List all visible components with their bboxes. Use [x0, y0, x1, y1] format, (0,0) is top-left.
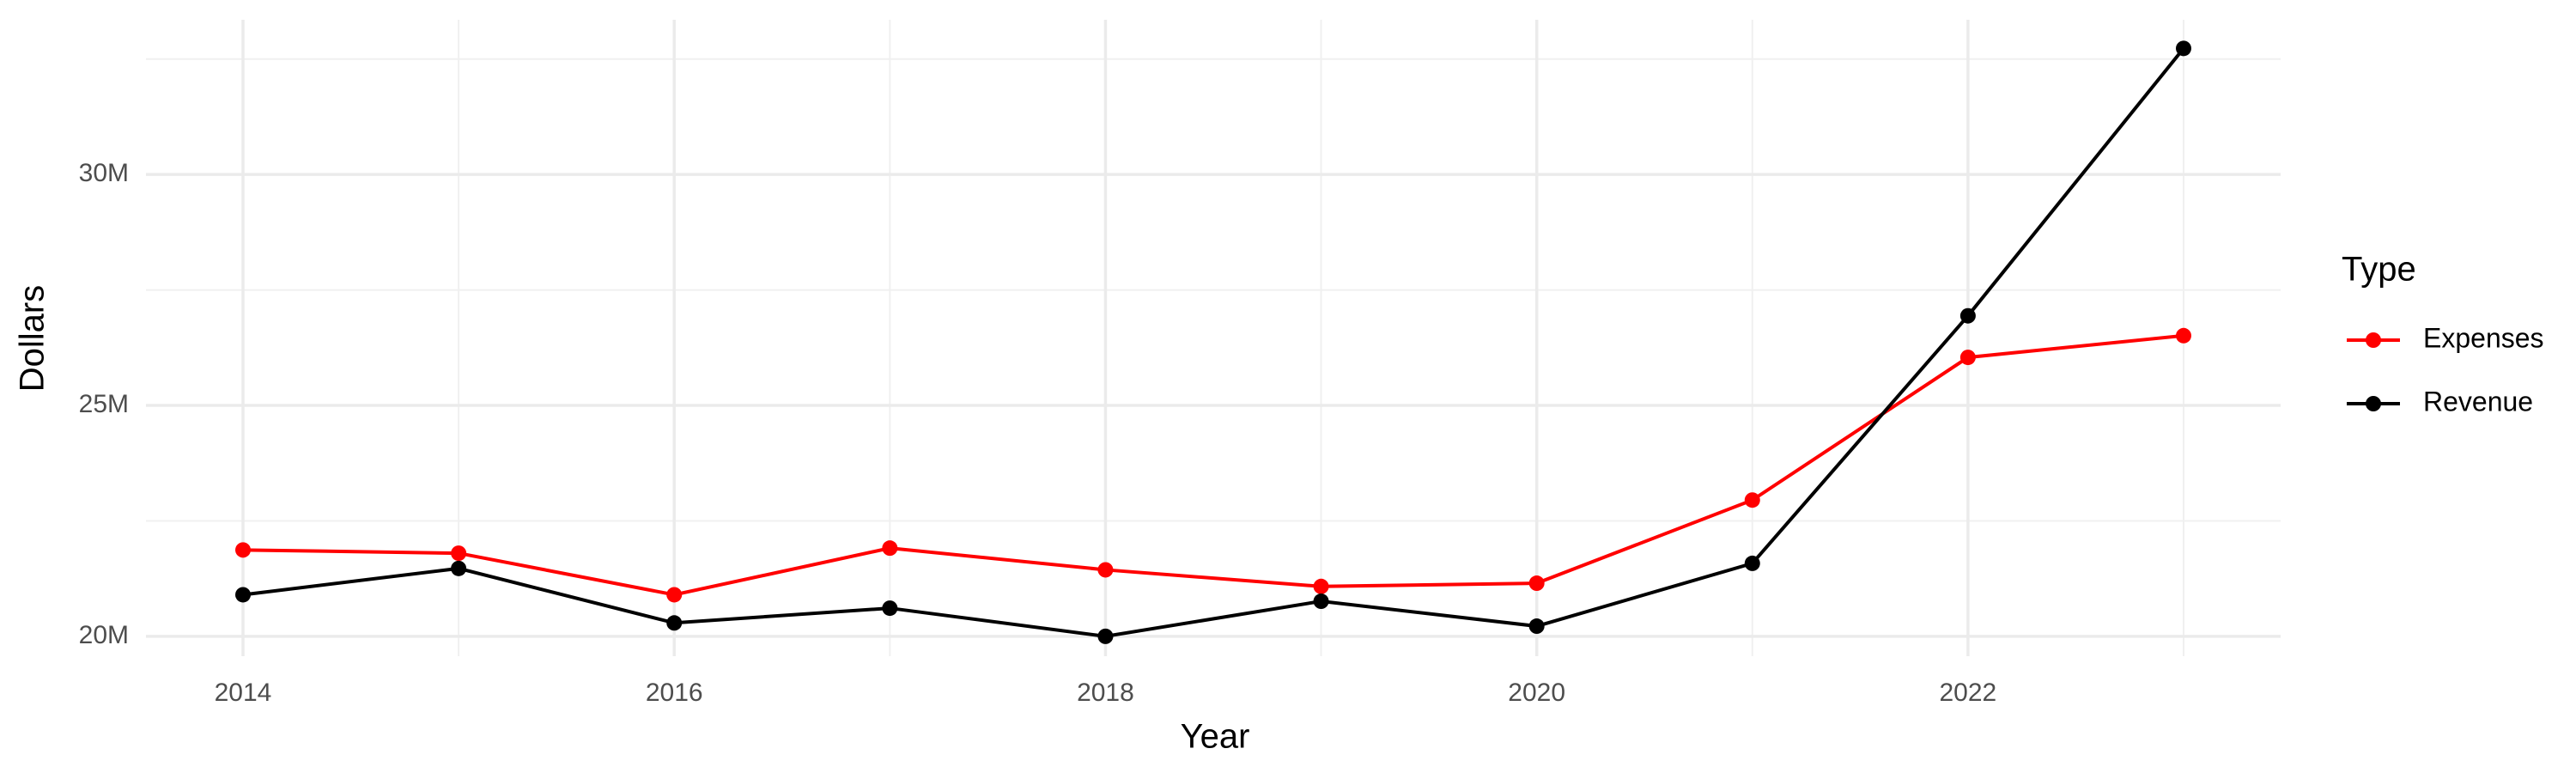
legend-marker: [2366, 332, 2381, 348]
data-point: [1528, 618, 1545, 635]
data-point: [1097, 628, 1114, 644]
series-line: [242, 333, 2184, 597]
data-point: [235, 587, 251, 603]
data-point: [1313, 578, 1329, 594]
data-point: [1097, 562, 1114, 578]
data-point: [882, 540, 898, 557]
x-axis-title: Year: [1181, 718, 1250, 756]
x-tick-label: 2016: [646, 679, 703, 707]
data-point: [882, 600, 898, 617]
data-point: [1528, 575, 1545, 592]
grid: [146, 20, 2281, 656]
x-tick-label: 2014: [215, 679, 272, 707]
data-point: [451, 545, 467, 562]
data-point: [1744, 555, 1760, 571]
data-point: [451, 560, 467, 576]
y-tick-label: 25M: [79, 390, 129, 418]
data-point: [2176, 40, 2191, 57]
data-point: [666, 587, 683, 603]
x-tick-label: 2018: [1077, 679, 1134, 707]
x-tick-label: 2020: [1508, 679, 1565, 707]
legend-title: Type: [2342, 251, 2416, 289]
data-point: [235, 542, 251, 558]
data-point: [1313, 593, 1329, 610]
legend-label: Revenue: [2423, 386, 2533, 417]
y-tick-label: 30M: [79, 159, 129, 187]
series-line: [242, 47, 2185, 638]
y-axis-title: Dollars: [14, 285, 52, 392]
data-point: [2176, 327, 2191, 344]
y-tick-label: 20M: [79, 621, 129, 649]
data-point: [1744, 492, 1760, 508]
legend-marker: [2366, 396, 2381, 411]
data-point: [666, 615, 683, 631]
data-point: [1959, 307, 1976, 324]
legend-label: Expenses: [2423, 322, 2544, 353]
x-tick-label: 2022: [1940, 679, 1997, 707]
data-point: [1959, 350, 1976, 366]
